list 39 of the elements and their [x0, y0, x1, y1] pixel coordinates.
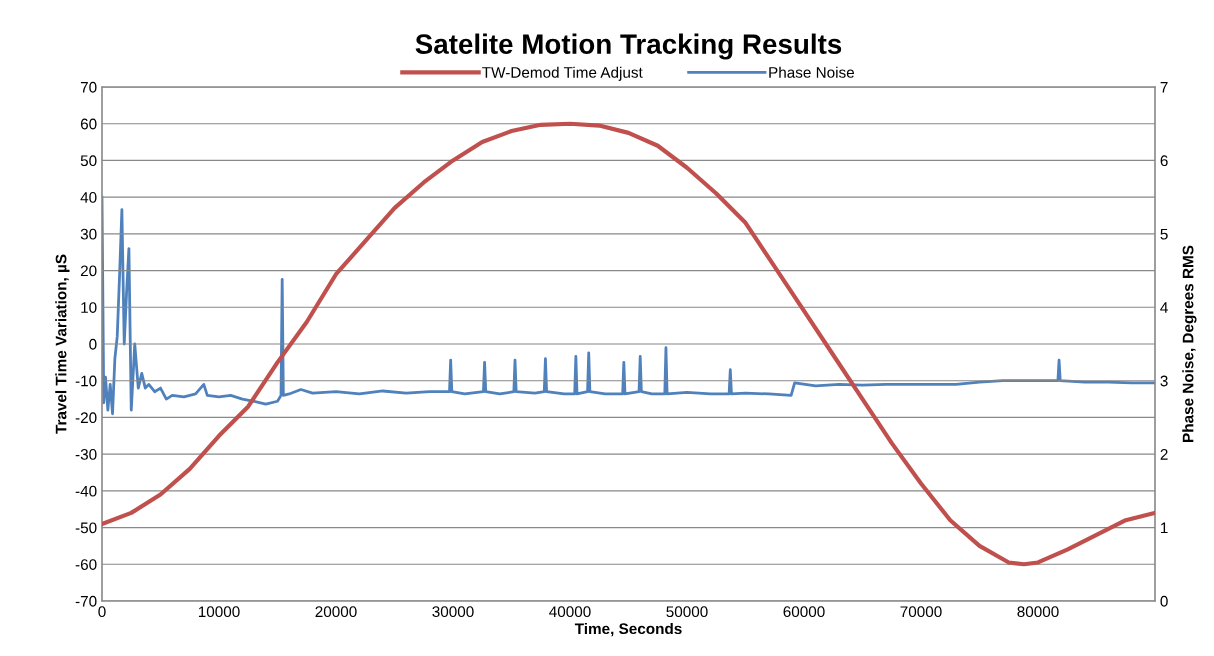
x-tick-label: 80000 — [1017, 606, 1059, 618]
y-tick-label: -40 — [75, 485, 97, 497]
y2-tick-label: 6 — [1160, 155, 1168, 167]
y-tick-label: 70 — [80, 81, 97, 93]
y-tick-label: 40 — [80, 192, 97, 203]
legend-label: TW-Demod Time Adjust — [482, 66, 643, 81]
y-tick-label: -20 — [75, 412, 97, 424]
x-tick-label: 60000 — [783, 606, 825, 618]
y2-tick-label: 0 — [1160, 595, 1168, 607]
y2-tick-label: 1 — [1161, 522, 1168, 534]
y-tick-label: 50 — [80, 155, 97, 167]
y-tick-label: -30 — [75, 449, 97, 460]
x-tick-label: 30000 — [432, 606, 474, 618]
y-tick-label: 60 — [80, 118, 97, 130]
y2-tick-label: 3 — [1160, 375, 1168, 387]
x-tick-label: 70000 — [900, 606, 942, 618]
x-tick-label: 10000 — [198, 606, 240, 618]
legend-label: Phase Noise — [769, 66, 855, 78]
y2-tick-label: 2 — [1160, 449, 1168, 460]
y2-tick-label: 4 — [1160, 302, 1168, 313]
x-tick-label: 40000 — [549, 606, 591, 618]
y2-tick-label: 5 — [1160, 228, 1168, 240]
y-tick-label: 20 — [80, 265, 97, 277]
x-tick-label: 0 — [98, 606, 106, 618]
y-axis-title: Travel Time Variation, µS — [55, 254, 70, 434]
y-tick-label: 10 — [81, 302, 97, 313]
y-tick-label: 0 — [89, 338, 97, 350]
y-tick-label: -70 — [75, 595, 97, 607]
y-tick-label: 30 — [80, 228, 97, 240]
x-tick-label: 50000 — [666, 606, 708, 618]
x-tick-label: 20000 — [315, 606, 357, 618]
x-axis-title: Time, Seconds — [574, 622, 682, 637]
y2-axis-title: Phase Noise, Degrees RMS — [1182, 245, 1197, 442]
y-tick-label: -10 — [75, 375, 97, 387]
y2-tick-label: 7 — [1160, 82, 1168, 93]
y-tick-label: -60 — [75, 559, 97, 570]
y-tick-label: -50 — [75, 522, 97, 534]
line-series — [102, 121, 1155, 567]
chart-title: Satelite Motion Tracking Results — [415, 33, 842, 60]
